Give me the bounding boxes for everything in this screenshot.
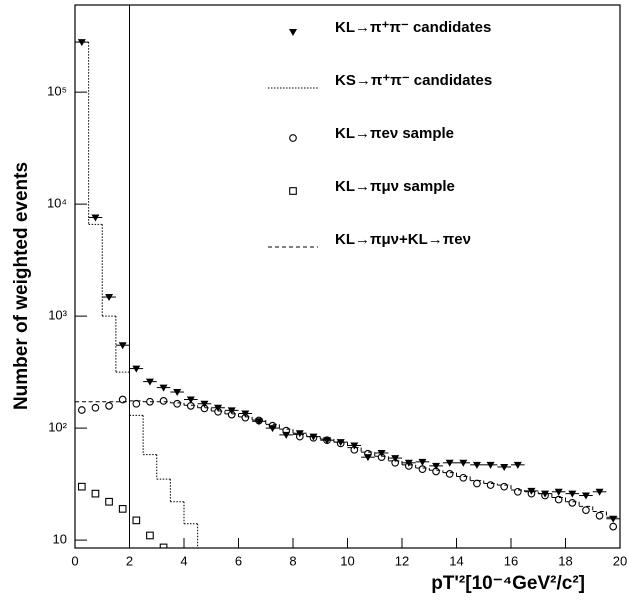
marker bbox=[241, 413, 250, 422]
marker bbox=[473, 479, 481, 488]
marker bbox=[105, 402, 113, 410]
marker bbox=[404, 462, 413, 470]
legend-swatch bbox=[289, 134, 297, 142]
marker bbox=[173, 399, 182, 408]
marker bbox=[118, 395, 127, 404]
y-tick-label: 10⁴ bbox=[47, 196, 67, 211]
marker bbox=[500, 482, 509, 491]
marker bbox=[118, 505, 127, 513]
marker bbox=[200, 404, 209, 413]
y-tick-label: 10² bbox=[48, 420, 67, 435]
marker bbox=[486, 481, 495, 489]
legend-label: KL→πμν+KL→πeν bbox=[335, 231, 471, 248]
marker bbox=[377, 453, 386, 462]
marker bbox=[582, 506, 590, 515]
marker bbox=[595, 511, 604, 520]
legend-label: KL→π⁺π⁻ candidates bbox=[335, 19, 491, 36]
marker bbox=[350, 442, 359, 450]
x-tick-label: 10 bbox=[340, 553, 354, 568]
x-tick-label: 14 bbox=[449, 553, 463, 568]
marker bbox=[513, 487, 522, 496]
marker bbox=[91, 214, 100, 222]
marker bbox=[282, 426, 291, 435]
marker bbox=[146, 531, 154, 540]
marker bbox=[105, 294, 114, 302]
marker bbox=[145, 378, 154, 386]
marker bbox=[513, 461, 522, 469]
legend-label: KL→πeν sample bbox=[335, 125, 454, 142]
marker bbox=[554, 495, 563, 504]
x-tick-label: 18 bbox=[558, 553, 572, 568]
marker bbox=[486, 461, 495, 469]
legend-label: KL→πμν sample bbox=[335, 178, 455, 195]
marker bbox=[186, 396, 195, 404]
y-tick-label: 10³ bbox=[48, 308, 67, 323]
marker bbox=[609, 522, 618, 531]
x-tick-label: 0 bbox=[71, 553, 78, 568]
marker bbox=[459, 473, 468, 482]
marker bbox=[173, 389, 182, 397]
plot-area bbox=[75, 5, 620, 548]
marker bbox=[350, 445, 359, 454]
x-axis-label: pT'²[10⁻⁴GeV²/c²] bbox=[431, 573, 585, 594]
marker bbox=[541, 491, 549, 500]
y-axis-label: Number of weighted events bbox=[11, 162, 32, 410]
marker bbox=[364, 449, 372, 458]
legend-label: KS→π⁺π⁻ candidates bbox=[335, 72, 492, 89]
marker bbox=[445, 470, 454, 478]
marker bbox=[186, 402, 195, 410]
marker bbox=[159, 543, 168, 548]
marker bbox=[336, 439, 345, 448]
marker bbox=[159, 384, 168, 392]
marker bbox=[568, 490, 577, 498]
marker bbox=[418, 465, 427, 474]
marker bbox=[77, 406, 86, 414]
marker bbox=[118, 342, 127, 350]
marker bbox=[309, 433, 318, 442]
marker bbox=[527, 487, 536, 495]
marker bbox=[295, 432, 304, 441]
marker bbox=[268, 421, 277, 430]
x-tick-label: 8 bbox=[289, 553, 296, 568]
marker bbox=[91, 489, 100, 498]
marker bbox=[227, 410, 236, 419]
marker bbox=[200, 400, 209, 408]
marker bbox=[214, 407, 222, 416]
marker bbox=[132, 365, 141, 373]
legend-swatch bbox=[289, 29, 297, 36]
x-tick-label: 16 bbox=[504, 553, 518, 568]
marker bbox=[432, 467, 440, 476]
marker bbox=[404, 459, 413, 467]
marker bbox=[159, 397, 168, 405]
x-tick-label: 2 bbox=[126, 553, 133, 568]
marker bbox=[432, 462, 441, 470]
x-tick-label: 12 bbox=[395, 553, 409, 568]
marker bbox=[418, 458, 427, 466]
marker bbox=[132, 399, 141, 408]
x-tick-label: 4 bbox=[180, 553, 187, 568]
marker bbox=[91, 403, 100, 412]
marker bbox=[391, 458, 400, 467]
marker bbox=[105, 497, 113, 506]
marker bbox=[445, 459, 454, 467]
marker bbox=[595, 488, 604, 496]
marker bbox=[554, 488, 563, 496]
marker bbox=[581, 492, 590, 500]
x-tick-label: 6 bbox=[235, 553, 242, 568]
y-tick-label: 10 bbox=[53, 532, 67, 547]
marker bbox=[568, 499, 577, 507]
marker bbox=[472, 461, 481, 469]
marker bbox=[77, 482, 86, 491]
marker bbox=[527, 489, 536, 498]
marker bbox=[391, 455, 400, 463]
legend-swatch bbox=[289, 187, 297, 195]
marker bbox=[323, 436, 331, 445]
x-tick-label: 20 bbox=[613, 553, 627, 568]
y-tick-label: 10⁵ bbox=[47, 84, 67, 99]
marker bbox=[500, 463, 509, 471]
marker bbox=[459, 459, 468, 467]
marker bbox=[132, 516, 141, 525]
